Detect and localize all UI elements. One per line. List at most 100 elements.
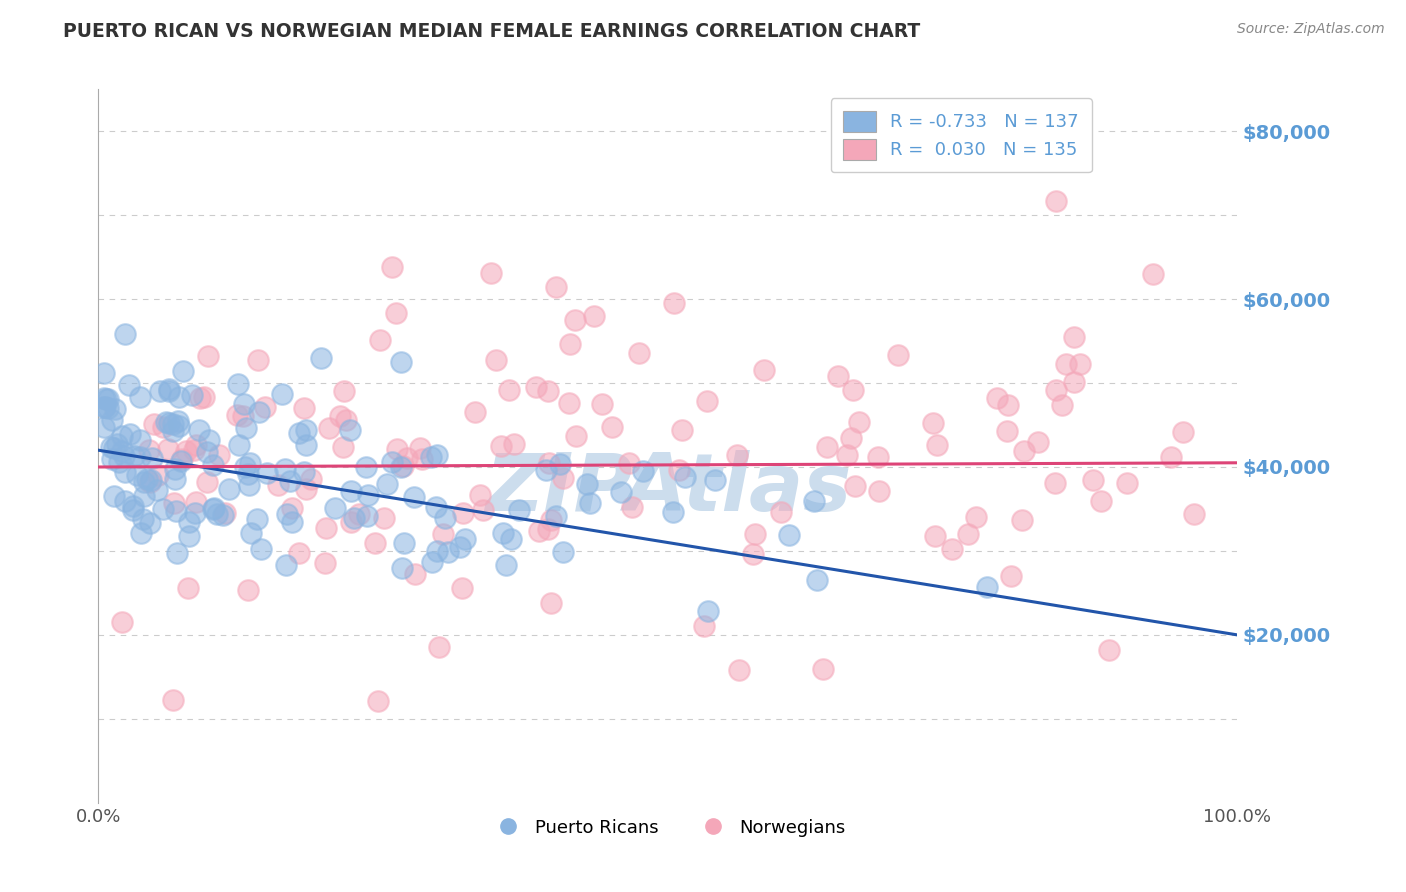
Point: [404, 567, 426, 582]
Point: [97, 392, 120, 406]
Point: [179, 529, 201, 543]
Point: [704, 473, 727, 487]
Point: [697, 604, 720, 618]
Point: [411, 452, 433, 467]
Point: [540, 513, 562, 527]
Point: [391, 561, 413, 575]
Point: [183, 442, 205, 457]
Point: [1063, 376, 1085, 390]
Point: [1045, 194, 1067, 208]
Point: [426, 544, 449, 558]
Point: [1097, 642, 1119, 657]
Point: [174, 444, 197, 458]
Point: [195, 475, 218, 490]
Point: [329, 409, 352, 423]
Point: [238, 467, 260, 481]
Point: [188, 391, 211, 405]
Point: [247, 405, 270, 419]
Point: [146, 483, 169, 497]
Point: [157, 416, 180, 430]
Point: [425, 500, 447, 514]
Point: [848, 415, 870, 429]
Point: [544, 509, 567, 524]
Point: [610, 485, 633, 500]
Point: [927, 438, 949, 452]
Point: [1050, 398, 1073, 412]
Point: [453, 532, 475, 546]
Point: [225, 409, 247, 423]
Point: [238, 478, 260, 492]
Point: [188, 423, 211, 437]
Point: [922, 416, 945, 430]
Point: [995, 424, 1018, 438]
Point: [176, 581, 198, 595]
Point: [693, 619, 716, 633]
Point: [162, 417, 184, 431]
Point: [451, 506, 474, 520]
Point: [340, 515, 363, 529]
Point: [619, 456, 641, 470]
Point: [332, 384, 354, 398]
Point: [662, 296, 685, 310]
Point: [673, 469, 696, 483]
Point: [152, 501, 174, 516]
Point: [402, 491, 425, 505]
Point: [375, 477, 398, 491]
Point: [887, 348, 910, 362]
Point: [827, 369, 849, 384]
Point: [162, 424, 184, 438]
Point: [132, 475, 155, 490]
Point: [583, 309, 606, 323]
Point: [202, 501, 225, 516]
Point: [558, 337, 581, 351]
Point: [548, 457, 571, 471]
Point: [232, 409, 254, 423]
Point: [163, 472, 186, 486]
Point: [844, 479, 866, 493]
Point: [93, 400, 115, 414]
Point: [201, 502, 224, 516]
Point: [132, 490, 155, 504]
Point: [239, 456, 262, 470]
Point: [138, 475, 160, 489]
Text: Source: ZipAtlas.com: Source: ZipAtlas.com: [1237, 22, 1385, 37]
Text: ZIPAtlas: ZIPAtlas: [485, 450, 851, 528]
Point: [295, 482, 318, 496]
Point: [246, 512, 269, 526]
Point: [249, 542, 271, 557]
Point: [253, 401, 276, 415]
Point: [463, 405, 485, 419]
Point: [309, 351, 332, 366]
Point: [233, 397, 256, 411]
Point: [104, 401, 127, 416]
Point: [450, 582, 472, 596]
Point: [129, 450, 152, 465]
Point: [551, 545, 574, 559]
Point: [498, 383, 520, 397]
Point: [436, 545, 458, 559]
Point: [479, 266, 502, 280]
Text: PUERTO RICAN VS NORWEGIAN MEDIAN FEMALE EARNINGS CORRELATION CHART: PUERTO RICAN VS NORWEGIAN MEDIAN FEMALE …: [63, 22, 921, 41]
Point: [385, 442, 408, 457]
Point: [132, 512, 155, 526]
Point: [965, 509, 987, 524]
Point: [143, 417, 166, 432]
Point: [591, 397, 613, 411]
Point: [524, 379, 547, 393]
Point: [318, 421, 340, 435]
Point: [177, 515, 200, 529]
Point: [118, 426, 141, 441]
Point: [186, 438, 208, 452]
Point: [197, 349, 219, 363]
Point: [138, 443, 160, 458]
Point: [540, 597, 562, 611]
Point: [256, 466, 278, 480]
Point: [149, 384, 172, 399]
Point: [299, 472, 322, 486]
Point: [148, 467, 170, 482]
Point: [394, 536, 416, 550]
Point: [395, 450, 418, 465]
Point: [449, 540, 471, 554]
Point: [957, 527, 980, 541]
Point: [208, 448, 231, 462]
